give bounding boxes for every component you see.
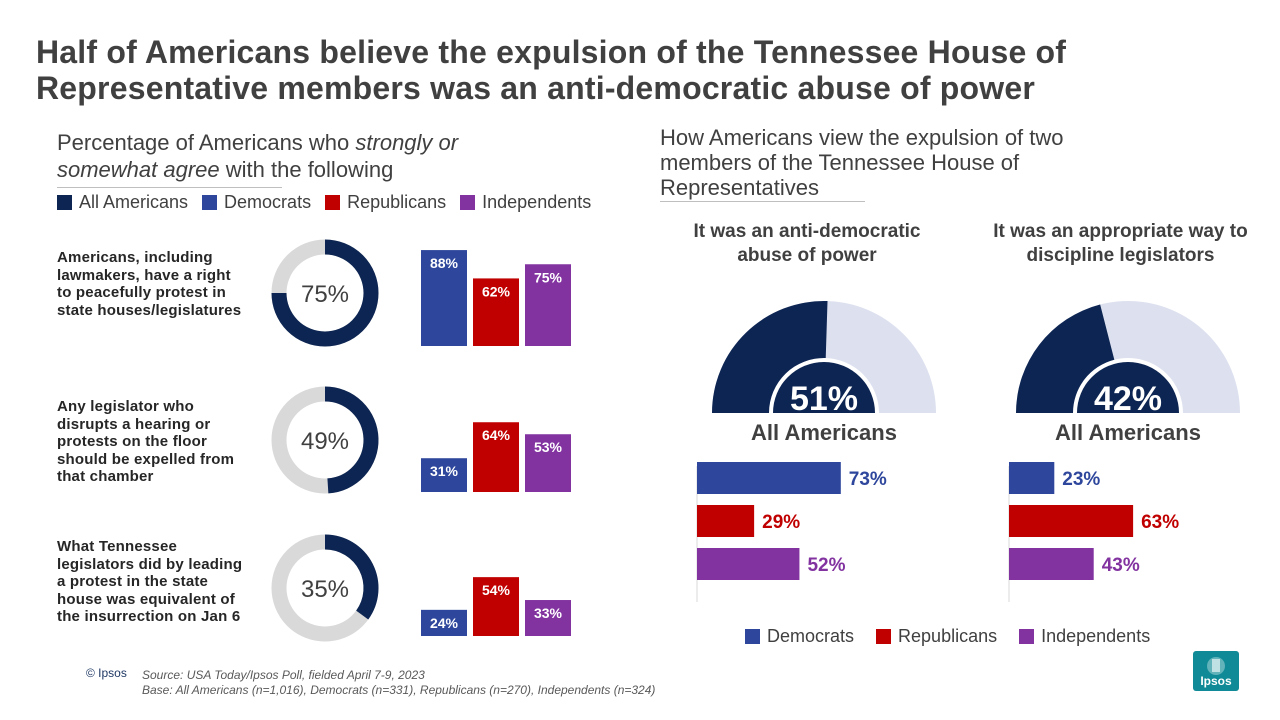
legend-item-all-americans: All Americans — [57, 192, 188, 213]
bar — [473, 422, 519, 492]
legend-swatch — [57, 195, 72, 210]
ipsos-logo: Ipsos — [1193, 651, 1239, 691]
donut-arc — [324, 386, 379, 494]
gauge-center — [1077, 362, 1179, 413]
statement-1: Americans, including lawmakers, have a r… — [57, 249, 242, 319]
subtitle-text-post: with the following — [219, 157, 394, 182]
legend-label: Democrats — [224, 192, 312, 212]
logo-mark-icon — [1207, 657, 1225, 675]
donut-value-label: 35% — [301, 576, 349, 603]
legend-label: Republicans — [898, 626, 998, 646]
statement-3: What Tennessee legislators did by leadin… — [57, 538, 243, 625]
bar-value-label: 88% — [430, 255, 459, 271]
legend-item-independents: Independents — [460, 192, 591, 213]
left-legend: All Americans Democrats Republicans Inde… — [57, 192, 605, 213]
source-note: Source: USA Today/Ipsos Poll, fielded Ap… — [142, 668, 655, 698]
subtitle-text-italic: strongly or somewhat agree — [57, 130, 459, 182]
source-line: Source: USA Today/Ipsos Poll, fielded Ap… — [142, 668, 425, 682]
bar-value-label: 54% — [482, 582, 511, 598]
legend-label: All Americans — [79, 192, 189, 212]
legend-swatch — [745, 629, 760, 644]
gauge-value-arc — [1016, 304, 1115, 413]
bar — [421, 250, 467, 346]
gauge-center — [773, 362, 875, 413]
legend-label: Democrats — [767, 626, 855, 646]
bar-value-label: 75% — [534, 269, 563, 285]
subtitle-underline — [57, 187, 282, 188]
left-chart-svg: 75% 88% 62% 75% 49% 31% 64% 53% 35% 24% 54% 33% — [271, 239, 571, 642]
gauge-value-label: 42% — [1094, 380, 1162, 418]
hbar-value-label: 73% — [849, 469, 887, 490]
hbar — [697, 462, 841, 494]
copyright-text: © Ipsos — [86, 666, 127, 680]
bar-value-label: 53% — [534, 439, 563, 455]
legend-swatch — [876, 629, 892, 644]
right-legend: Democrats Republicans Independents — [745, 626, 1164, 647]
page-title: Half of Americans believe the expulsion … — [36, 34, 1067, 106]
hbar — [697, 505, 755, 537]
bar-value-label: 31% — [430, 463, 459, 479]
donut-value-label: 49% — [301, 428, 349, 455]
donut-arc — [271, 239, 379, 347]
legend-swatch — [1019, 629, 1035, 644]
legend-item-independents: Independents — [1019, 626, 1150, 647]
gauge-title-anti-democratic: It was an anti-democratic abuse of power — [693, 221, 921, 266]
hbar-value-label: 63% — [1141, 512, 1179, 533]
gauge-value-arc — [712, 301, 828, 413]
hbar — [697, 548, 800, 580]
subtitle-text-pre: Percentage of Americans who — [57, 130, 356, 155]
base-line: Base: All Americans (n=1,016), Democrats… — [142, 683, 656, 697]
bar — [525, 434, 571, 492]
hbar-value-label: 52% — [807, 555, 845, 576]
gauge-title-appropriate: It was an appropriate way to discipline … — [993, 221, 1248, 266]
bar-value-label: 24% — [430, 615, 459, 631]
legend-label: Independents — [482, 192, 592, 212]
logo-text: Ipsos — [1200, 674, 1232, 688]
gauge-value-label: 51% — [790, 380, 858, 418]
legend-label: Independents — [1041, 626, 1151, 646]
legend-label: Republicans — [347, 192, 447, 212]
donut-arc — [324, 534, 379, 620]
legend-swatch — [202, 195, 218, 210]
hbar-value-label: 43% — [1102, 555, 1140, 576]
hbar — [1009, 548, 1094, 580]
right-subtitle-underline — [660, 201, 865, 202]
bar — [421, 609, 467, 636]
bar — [525, 600, 571, 636]
bar — [473, 278, 519, 346]
hbar-value-label: 29% — [762, 512, 800, 533]
legend-item-democrats: Democrats — [745, 626, 854, 647]
bar — [525, 264, 571, 346]
gauge-label-all-americans: All Americans — [751, 420, 897, 445]
bar-value-label: 62% — [482, 283, 511, 299]
bar — [473, 577, 519, 636]
legend-item-republicans: Republicans — [325, 192, 446, 213]
bar — [421, 458, 467, 492]
hbar-value-label: 23% — [1062, 469, 1100, 490]
hbar — [1009, 505, 1134, 537]
hbar — [1009, 462, 1055, 494]
bar-value-label: 64% — [482, 427, 511, 443]
legend-swatch — [460, 195, 476, 210]
right-panel-subtitle: How Americans view the expulsion of two … — [660, 125, 1064, 200]
legend-item-republicans: Republicans — [876, 626, 997, 647]
legend-swatch — [325, 195, 341, 210]
left-panel-subtitle: Percentage of Americans who strongly or … — [57, 129, 557, 183]
statement-2: Any legislator who disrupts a hearing or… — [57, 398, 235, 485]
bar-value-label: 33% — [534, 605, 563, 621]
right-chart-svg: 51% 73% 29% 52% 42% 23% 63% 43% — [696, 301, 1240, 602]
legend-item-democrats: Democrats — [202, 192, 311, 213]
gauge-label-all-americans: All Americans — [1055, 420, 1201, 445]
donut-value-label: 75% — [301, 281, 349, 308]
